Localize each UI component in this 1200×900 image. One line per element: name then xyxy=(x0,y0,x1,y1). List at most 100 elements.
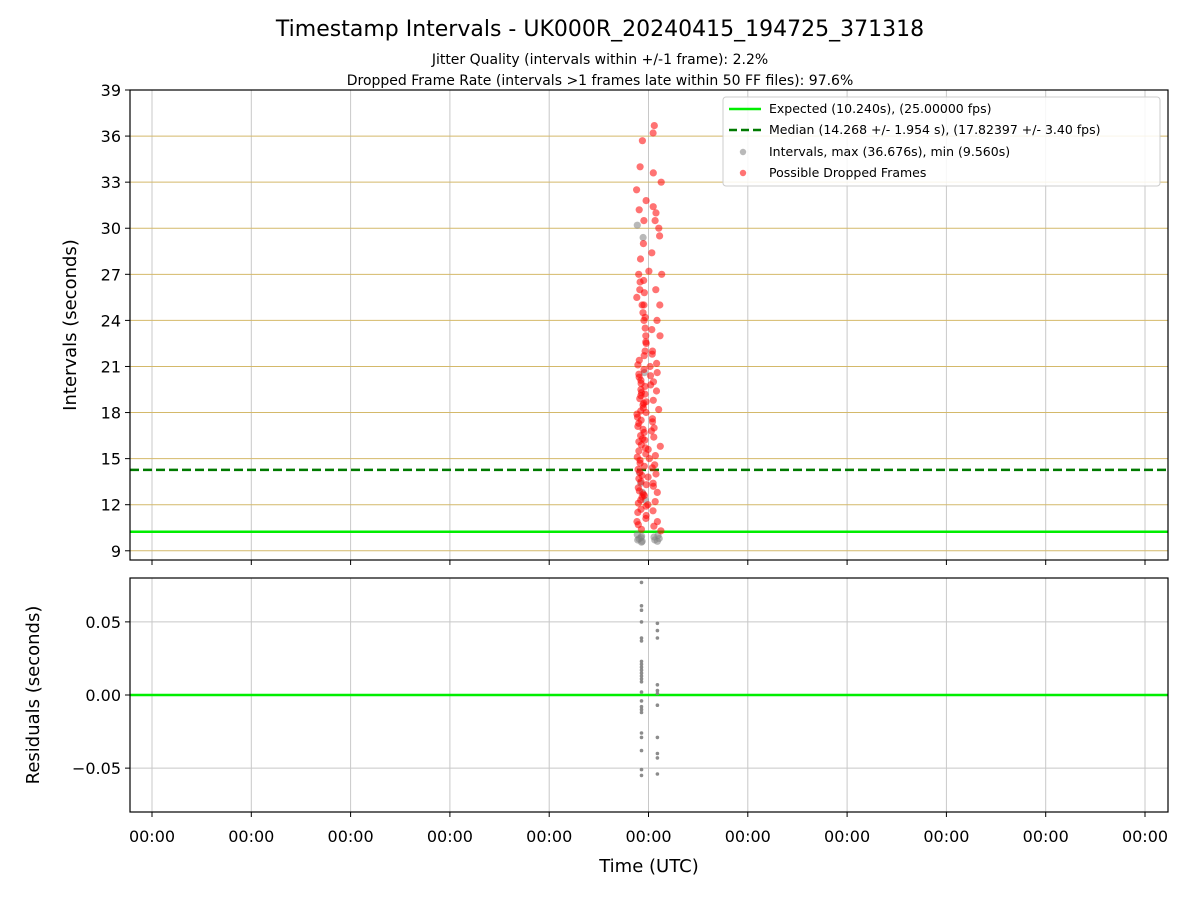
intervals-points xyxy=(633,122,666,546)
x-tick-label: 00:00 xyxy=(725,827,771,846)
dropped-frame-point xyxy=(635,356,643,364)
residual-point xyxy=(639,604,644,608)
x-tick-label: 00:00 xyxy=(526,827,572,846)
dropped-frame-point xyxy=(649,396,657,404)
dropped-frame-point xyxy=(656,332,664,340)
residual-point xyxy=(639,639,644,643)
chart-title: Timestamp Intervals - UK000R_20240415_19… xyxy=(275,17,924,42)
residual-point xyxy=(655,772,660,776)
dropped-frame-point xyxy=(648,347,657,355)
dropped-frame-point xyxy=(653,488,661,496)
chart-subtitle-jitter: Jitter Quality (intervals within +/-1 fr… xyxy=(431,52,768,68)
residual-point xyxy=(639,773,644,778)
dropped-frame-point xyxy=(640,491,649,500)
residuals-panel: −0.050.000.05 00:00 00:00 00:00 00:00 00:00 0… xyxy=(23,577,1169,877)
y-tick-label: 15 xyxy=(101,450,121,469)
dropped-frame-point xyxy=(648,415,657,423)
chart-subtitle-dropped: Dropped Frame Rate (intervals >1 frames … xyxy=(347,73,854,89)
residual-point xyxy=(639,674,644,678)
residual-point xyxy=(655,703,660,707)
dropped-frame-point xyxy=(641,436,649,444)
residuals-x-ticks: 00:00 00:00 00:00 00:00 00:00 00:00 00:00 00:00… xyxy=(129,812,1168,846)
dropped-frame-point xyxy=(633,293,641,301)
dropped-frame-point xyxy=(656,301,664,309)
residual-point xyxy=(655,683,660,687)
dropped-frame-point xyxy=(634,484,642,492)
residual-point xyxy=(639,671,644,675)
dropped-frame-point xyxy=(652,387,661,395)
legend-dropped-marker xyxy=(739,169,747,177)
residual-point xyxy=(639,659,644,664)
dropped-frame-point xyxy=(633,186,641,194)
dropped-frame-point xyxy=(644,445,652,453)
residual-point xyxy=(639,608,644,612)
residual-point xyxy=(639,620,644,624)
residual-point xyxy=(655,636,660,640)
residual-point xyxy=(639,735,644,740)
dropped-frame-point xyxy=(652,209,660,217)
intervals-panel: 9 12 15 18 21 24 27 30 33 36 39 Intervals (seconds… xyxy=(60,81,1169,565)
dropped-frame-point xyxy=(651,217,659,225)
dropped-frame-point xyxy=(640,289,648,297)
dropped-frame-point xyxy=(645,455,654,463)
dropped-frame-point xyxy=(635,206,643,214)
dropped-frame-point xyxy=(644,473,652,481)
dropped-frame-point xyxy=(639,240,648,248)
legend-dropped-label: Possible Dropped Frames xyxy=(769,165,926,180)
dropped-frame-point xyxy=(653,316,661,324)
dropped-frame-point xyxy=(633,518,641,526)
dropped-frame-point xyxy=(641,390,649,398)
residual-point xyxy=(639,704,644,709)
residual-point xyxy=(639,580,644,585)
dropped-frame-point xyxy=(655,224,663,232)
x-tick-label: 00:00 xyxy=(923,827,969,846)
x-tick-label: 00:00 xyxy=(228,827,274,846)
y-tick-label: 18 xyxy=(101,404,121,423)
dropped-frame-point xyxy=(657,178,665,186)
dropped-frame-point xyxy=(642,511,650,520)
dropped-frame-point xyxy=(635,270,643,278)
residual-point xyxy=(639,748,644,753)
residual-point xyxy=(655,628,660,633)
dropped-frame-point xyxy=(635,447,643,455)
interval-point xyxy=(639,233,647,242)
residual-point xyxy=(639,662,644,667)
dropped-frame-point xyxy=(642,197,650,205)
residual-point xyxy=(639,707,644,712)
y-tick-label: 0.05 xyxy=(85,613,121,632)
dropped-frame-point xyxy=(653,518,662,526)
dropped-frame-point xyxy=(640,399,648,407)
dropped-frame-point xyxy=(649,169,657,177)
dropped-frame-point xyxy=(648,249,656,257)
x-axis-label: Time (UTC) xyxy=(598,856,699,877)
dropped-frame-point xyxy=(633,453,641,461)
legend-expected-label: Expected (10.240s), (25.00000 fps) xyxy=(769,101,991,116)
dropped-frame-point xyxy=(641,324,649,332)
x-tick-label: 00:00 xyxy=(1023,827,1069,846)
residual-point xyxy=(655,751,660,756)
legend-median-label: Median (14.268 +/- 1.954 s), (17.82397 +… xyxy=(769,122,1100,137)
y-tick-label: 36 xyxy=(101,127,121,146)
dropped-frame-point xyxy=(649,378,658,386)
y-tick-label: 21 xyxy=(101,357,121,376)
interval-point xyxy=(633,531,641,539)
x-tick-label: 00:00 xyxy=(625,827,671,846)
dropped-frame-point xyxy=(641,313,649,321)
dropped-frame-point xyxy=(644,501,652,509)
dropped-frame-point xyxy=(646,372,655,380)
x-tick-label: 00:00 xyxy=(328,827,374,846)
intervals-y-ticks: 9 12 15 18 21 24 27 30 33 36 39 xyxy=(101,81,130,561)
y-tick-label: 39 xyxy=(101,81,121,100)
legend-frame xyxy=(722,96,1161,187)
legend-intervals-label: Intervals, max (36.676s), min (9.560s) xyxy=(769,144,1010,159)
legend-intervals-marker xyxy=(739,148,747,156)
dropped-frame-point xyxy=(646,362,654,371)
y-tick-label: 30 xyxy=(101,219,121,238)
residual-point xyxy=(639,668,644,672)
residual-point xyxy=(655,688,660,693)
dropped-frame-point xyxy=(653,369,661,377)
intervals-y-axis-label: Intervals (seconds) xyxy=(60,239,81,411)
y-tick-label: 27 xyxy=(101,265,121,284)
dropped-frame-point xyxy=(649,129,657,137)
dropped-frame-point xyxy=(651,461,659,469)
